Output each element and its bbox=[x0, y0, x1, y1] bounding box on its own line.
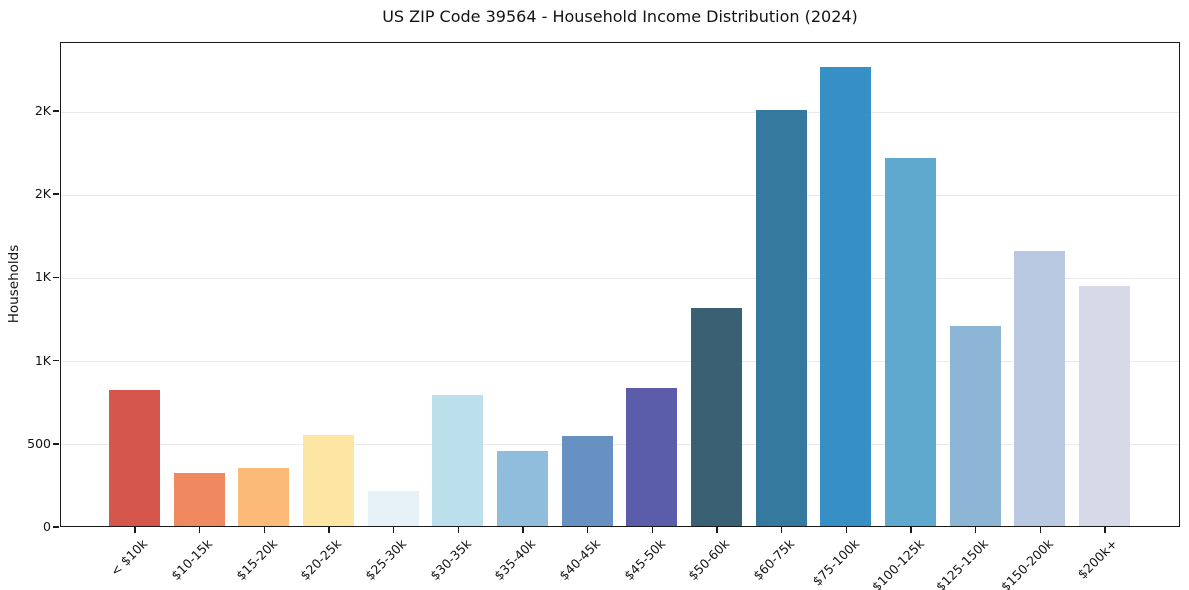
x-tick-label: $15-20k bbox=[232, 536, 280, 584]
y-tick-mark bbox=[53, 193, 59, 195]
bar bbox=[367, 491, 419, 526]
x-tick-label: $35-40k bbox=[491, 536, 539, 584]
y-tick-label: 1K bbox=[34, 352, 51, 368]
x-tick-label: $20-25k bbox=[297, 536, 345, 584]
x-tick-label: $45-50k bbox=[620, 536, 668, 584]
y-tick-label: 1K bbox=[34, 269, 51, 285]
x-tick-mark bbox=[263, 527, 266, 533]
x-tick-mark bbox=[586, 527, 589, 533]
bar bbox=[173, 472, 225, 526]
x-tick-label: < $10k bbox=[107, 536, 151, 579]
bar bbox=[497, 451, 548, 526]
bar bbox=[820, 66, 872, 526]
x-tick-mark bbox=[198, 527, 201, 533]
x-tick-mark bbox=[328, 527, 330, 533]
plot-area bbox=[60, 42, 1180, 527]
x-tick-label: $125-150k bbox=[932, 536, 992, 590]
x-tick-mark bbox=[1104, 527, 1106, 533]
y-gridline bbox=[61, 194, 1179, 196]
y-tick-mark bbox=[53, 110, 59, 112]
y-gridline bbox=[61, 111, 1179, 113]
bar bbox=[432, 394, 484, 526]
x-tick-label: $40-45k bbox=[556, 536, 604, 584]
x-tick-mark bbox=[974, 527, 977, 533]
bar bbox=[885, 158, 936, 526]
x-tick-mark bbox=[522, 527, 524, 533]
y-tick-mark bbox=[53, 276, 59, 279]
x-tick-label: $10-15k bbox=[168, 536, 216, 584]
bar bbox=[755, 110, 807, 526]
chart-title: US ZIP Code 39564 - Household Income Dis… bbox=[382, 7, 858, 26]
x-tick-mark bbox=[651, 527, 654, 533]
y-tick-mark bbox=[53, 359, 59, 362]
y-tick-label: 0 bbox=[43, 519, 51, 534]
x-tick-mark bbox=[134, 527, 136, 533]
bar bbox=[691, 308, 742, 526]
bar bbox=[626, 387, 678, 526]
x-tick-label: $25-30k bbox=[362, 536, 410, 584]
x-tick-mark bbox=[457, 527, 460, 533]
bar bbox=[561, 436, 613, 526]
y-tick-mark bbox=[53, 526, 59, 528]
x-tick-mark bbox=[716, 527, 718, 533]
y-gridline bbox=[61, 444, 1179, 446]
bar bbox=[303, 434, 354, 526]
y-gridline bbox=[61, 277, 1179, 279]
x-tick-label: $75-100k bbox=[809, 536, 862, 589]
bar bbox=[238, 467, 290, 526]
bar bbox=[109, 389, 160, 526]
bar bbox=[1079, 286, 1130, 526]
y-tick-label: 2K bbox=[34, 103, 51, 119]
x-tick-mark bbox=[392, 527, 395, 533]
bar bbox=[949, 326, 1001, 526]
x-tick-mark bbox=[780, 527, 783, 533]
bar bbox=[1014, 251, 1066, 526]
y-gridline bbox=[61, 361, 1179, 363]
x-tick-mark bbox=[910, 527, 912, 533]
x-tick-label: $200k+ bbox=[1074, 536, 1121, 582]
x-tick-label: $50-60k bbox=[685, 536, 733, 584]
y-tick-label: 500 bbox=[27, 435, 51, 451]
x-tick-mark bbox=[845, 527, 848, 533]
x-tick-label: $150-200k bbox=[997, 536, 1056, 590]
x-tick-label: $100-125k bbox=[868, 536, 927, 590]
y-tick-label: 2K bbox=[34, 186, 51, 202]
y-tick-mark bbox=[53, 443, 59, 445]
x-tick-mark bbox=[1039, 527, 1042, 533]
x-tick-label: $30-35k bbox=[426, 536, 474, 584]
x-tick-label: $60-75k bbox=[750, 536, 798, 584]
